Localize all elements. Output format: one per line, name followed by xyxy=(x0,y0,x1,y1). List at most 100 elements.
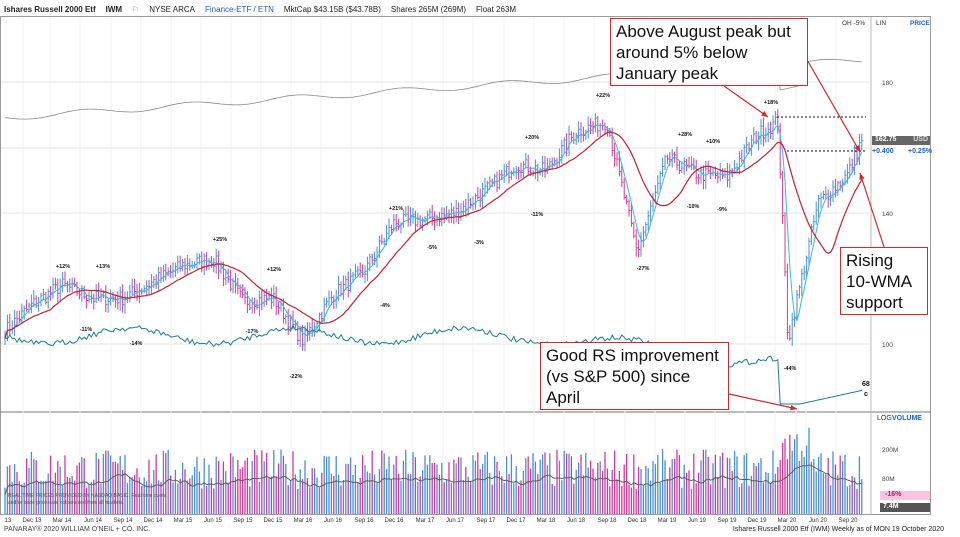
x-axis-label: Dec 14 xyxy=(143,518,163,524)
swing-label: +18% xyxy=(764,100,778,106)
price-scale-toggle[interactable]: PRICE xyxy=(910,20,930,27)
x-axis-label: Sep 16 xyxy=(354,518,374,524)
x-axis-label: Sep 15 xyxy=(233,518,253,524)
x-axis-label: Sep 18 xyxy=(597,518,617,524)
x-axis-label: Jun 19 xyxy=(688,518,707,524)
currency-label: USD xyxy=(913,136,928,143)
industry-link[interactable]: Finance-ETF / ETN xyxy=(205,4,274,14)
security-name: Ishares Russell 2000 Etf xyxy=(4,4,96,14)
arrow-to-january-peak-head xyxy=(761,111,768,117)
swing-label: +21% xyxy=(389,206,403,212)
swing-label: +13% xyxy=(96,264,110,270)
swing-label: -9% xyxy=(717,207,727,213)
ticker-symbol[interactable]: IWM xyxy=(105,4,123,14)
x-axis-label: Jun 20 xyxy=(809,518,828,524)
annotation-august-peak: Above August peak but around 5% below Ja… xyxy=(610,18,808,86)
volume-tick-label: 200M xyxy=(882,447,898,454)
swing-label: -11% xyxy=(80,327,93,333)
copyright-footer: PANARAY® 2020 WILLIAM O'NEIL + CO. INC. xyxy=(4,526,151,533)
swing-label: +12% xyxy=(56,264,70,270)
oh-label: OH -5% xyxy=(842,20,866,27)
x-axis-label: Jun 14 xyxy=(84,518,103,524)
x-axis-label: Jun 16 xyxy=(324,518,343,524)
swing-label: -10% xyxy=(687,204,700,210)
x-axis-label: Mar 19 xyxy=(658,518,677,524)
swing-label: +28% xyxy=(678,132,692,138)
rs-suffix: c xyxy=(864,391,868,398)
x-axis-label: Dec 13 xyxy=(22,518,42,524)
rs-line xyxy=(4,324,862,405)
arrow-to-august-peak xyxy=(805,57,861,153)
swing-label: -11% xyxy=(531,212,544,218)
x-axis-label: Dec 19 xyxy=(747,518,767,524)
x-axis-label: 13 xyxy=(5,518,12,524)
x-axis-label: Sep 20 xyxy=(838,518,858,524)
swing-label: -14% xyxy=(130,341,143,347)
volume-title[interactable]: VOLUME xyxy=(892,415,922,422)
shares-label: Shares 265M (269M) xyxy=(390,4,467,14)
x-axis-label: Dec 17 xyxy=(506,518,526,524)
chart-caption-footer: Ishares Russell 2000 Etf (IWM) Weekly as… xyxy=(732,526,944,533)
swing-label: +20% xyxy=(525,135,539,141)
price-tick-label: 180 xyxy=(882,80,893,87)
ma10-line xyxy=(4,124,863,339)
rs-rating: 68 xyxy=(862,381,870,388)
arrow-to-10wma xyxy=(859,172,885,248)
volume-tick-label: 80M xyxy=(882,476,895,483)
annotation-rising-support: Rising 10-WMA support xyxy=(840,247,928,315)
x-axis-label: Jun 15 xyxy=(204,518,223,524)
price-tick-label: 140 xyxy=(882,211,893,218)
swing-label: +25% xyxy=(213,237,227,243)
swing-label: +22% xyxy=(596,93,610,99)
swing-label: -44% xyxy=(784,366,797,372)
annotation-arrows xyxy=(723,57,885,411)
price-change: +0.400 xyxy=(872,148,894,155)
mktcap-label: MktCap $43.15B ($43.78B) xyxy=(283,4,381,14)
arrow-to-august-peak-head xyxy=(854,145,860,152)
arrow-to-january-peak xyxy=(723,85,769,118)
x-axis-label: Dec 15 xyxy=(263,518,283,524)
swing-label: -3% xyxy=(474,240,484,246)
realtime-notice: REAL TIME PRICES PROVIDED BY NASDAQ BASI… xyxy=(8,493,167,506)
swing-label: -17% xyxy=(246,329,259,335)
swing-label: +10% xyxy=(706,139,720,145)
x-axis-label: Dec 16 xyxy=(384,518,404,524)
x-axis-label: Mar 15 xyxy=(174,518,193,524)
arrow-to-rs-line xyxy=(728,393,798,410)
x-axis-label: Jun 17 xyxy=(446,518,465,524)
lin-toggle[interactable]: LIN xyxy=(876,20,887,27)
arrow-to-10wma-head xyxy=(859,173,865,180)
volume-average-line xyxy=(4,464,862,496)
swing-label: +12% xyxy=(267,267,281,273)
annotation-rs-improvement: Good RS improvement (vs S&P 500) since A… xyxy=(540,342,729,410)
swing-label: -4% xyxy=(380,303,390,309)
x-axis-label: Mar 16 xyxy=(294,518,313,524)
x-axis-label: Mar 17 xyxy=(416,518,435,524)
price-tick-label: 100 xyxy=(882,342,893,349)
swing-label: -22% xyxy=(290,374,303,380)
x-axis-label: Sep 19 xyxy=(717,518,737,524)
x-axis-label: Jun 18 xyxy=(567,518,586,524)
x-axis-label: Mar 14 xyxy=(53,518,72,524)
last-price-tag: 162.75 USD xyxy=(872,136,930,145)
price-bars xyxy=(4,108,864,352)
ma40-line xyxy=(4,131,863,339)
x-axis-label: Mar 18 xyxy=(537,518,556,524)
last-price: 162.75 xyxy=(875,136,897,143)
volume-scale-label: LOG xyxy=(877,415,892,422)
volume-bars xyxy=(4,427,863,514)
x-axis-label: Mar 20 xyxy=(778,518,797,524)
swing-label: -5% xyxy=(427,245,437,251)
x-axis-label: Sep 17 xyxy=(476,518,496,524)
exchange-label: NYSE ARCA xyxy=(149,4,196,14)
swing-label: -27% xyxy=(637,266,650,272)
last-volume-tag: 7.4M xyxy=(880,503,930,512)
price-change-pct: +0.25% xyxy=(908,148,932,155)
chart-frame xyxy=(0,16,931,515)
float-label: Float 263M xyxy=(476,4,517,14)
volume-change-tag: -16% xyxy=(880,491,930,500)
x-axis-label: Dec 18 xyxy=(627,518,647,524)
header-separator: ⚐ xyxy=(132,4,140,14)
